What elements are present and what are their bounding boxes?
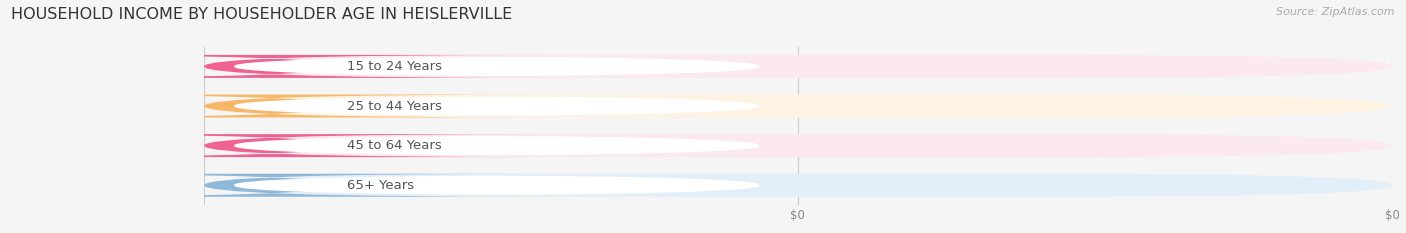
Circle shape: [235, 97, 759, 115]
FancyBboxPatch shape: [0, 134, 548, 157]
FancyBboxPatch shape: [0, 174, 548, 197]
FancyBboxPatch shape: [204, 95, 1392, 117]
Text: 25 to 44 Years: 25 to 44 Years: [347, 99, 443, 113]
Text: Source: ZipAtlas.com: Source: ZipAtlas.com: [1277, 7, 1395, 17]
FancyBboxPatch shape: [204, 174, 1392, 197]
Circle shape: [235, 137, 759, 154]
Text: $0: $0: [294, 139, 311, 152]
Circle shape: [235, 58, 759, 75]
FancyBboxPatch shape: [204, 55, 1392, 78]
Text: $0: $0: [294, 60, 311, 73]
Text: 15 to 24 Years: 15 to 24 Years: [347, 60, 443, 73]
FancyBboxPatch shape: [204, 134, 1392, 157]
Text: 45 to 64 Years: 45 to 64 Years: [347, 139, 441, 152]
Circle shape: [235, 177, 759, 194]
Text: $0: $0: [294, 99, 311, 113]
Text: 65+ Years: 65+ Years: [347, 179, 415, 192]
FancyBboxPatch shape: [0, 95, 548, 117]
Text: HOUSEHOLD INCOME BY HOUSEHOLDER AGE IN HEISLERVILLE: HOUSEHOLD INCOME BY HOUSEHOLDER AGE IN H…: [11, 7, 513, 22]
Text: $0: $0: [294, 179, 311, 192]
FancyBboxPatch shape: [0, 55, 548, 78]
